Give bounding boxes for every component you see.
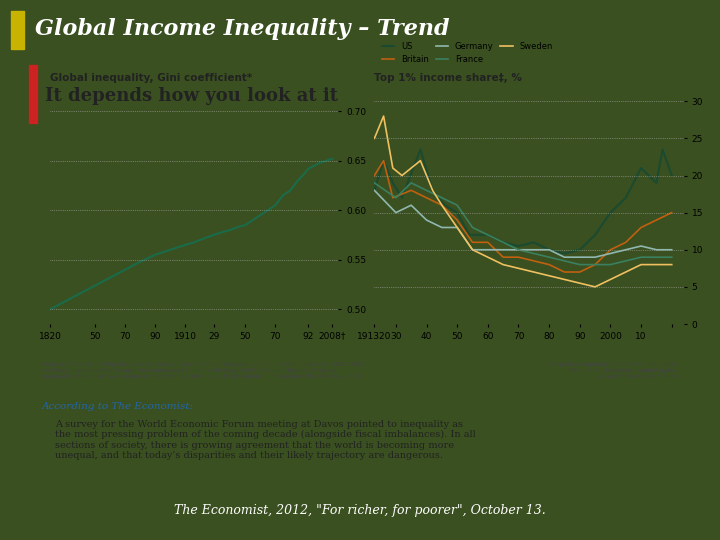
Britain — [392, 193, 400, 200]
Sweden — [379, 113, 388, 119]
Text: Global Income Inequality – Trend: Global Income Inequality – Trend — [35, 18, 449, 40]
Germany — [557, 252, 566, 259]
US — [514, 243, 523, 249]
Britain — [370, 172, 379, 179]
Sweden — [514, 265, 523, 272]
US — [395, 190, 403, 196]
Bar — [11, 11, 24, 49]
Text: It depends how you look at it: It depends how you look at it — [45, 86, 338, 105]
Legend: US, Britain, Germany, France, Sweden: US, Britain, Germany, France, Sweden — [379, 38, 556, 67]
France — [575, 261, 584, 268]
Germany — [395, 208, 403, 214]
Germany — [560, 254, 569, 260]
Line: Britain: Britain — [374, 160, 672, 272]
Britain — [539, 260, 547, 266]
France — [557, 257, 566, 264]
Sweden — [539, 271, 547, 278]
Bar — [29, 65, 37, 123]
Line: Sweden: Sweden — [374, 116, 672, 287]
Sweden — [392, 167, 400, 174]
France — [389, 192, 397, 199]
Britain — [560, 269, 569, 275]
Germany — [511, 246, 520, 253]
Text: Top 1% income share‡, %: Top 1% income share‡, % — [374, 73, 522, 83]
France — [536, 252, 544, 258]
Germany — [536, 246, 544, 253]
US — [416, 146, 425, 153]
US — [539, 244, 547, 250]
Britain — [379, 157, 388, 164]
Line: US: US — [374, 150, 672, 253]
Sweden — [397, 172, 406, 179]
Germany — [600, 252, 608, 258]
US — [389, 180, 397, 186]
Britain — [514, 254, 523, 260]
Text: Sources: The World Top Incomes Database; World Bank; "Inequality among World Cit: Sources: The World Top Incomes Database;… — [42, 362, 368, 379]
Text: *0=perfect equality, 1=perfect inequality
†Estimate   ‡Includes capital gains,
e: *0=perfect equality, 1=perfect inequalit… — [546, 362, 678, 379]
Text: The Economist, 2012, "For richer, for poorer", October 13.: The Economist, 2012, "For richer, for po… — [174, 504, 546, 517]
Germany — [389, 206, 397, 213]
US — [603, 214, 612, 220]
France — [511, 245, 520, 252]
US — [563, 249, 572, 256]
Text: According to The Economist:: According to The Economist: — [42, 402, 194, 410]
Germany — [370, 187, 379, 194]
Text: Global inequality, Gini coefficient*: Global inequality, Gini coefficient* — [50, 73, 253, 83]
Line: Germany: Germany — [374, 191, 672, 257]
Sweden — [667, 261, 676, 268]
Sweden — [591, 284, 600, 290]
France — [395, 192, 403, 198]
Text: A survey for the World Economic Forum meeting at Davos pointed to inequality as
: A survey for the World Economic Forum me… — [55, 420, 476, 460]
France — [370, 180, 379, 186]
Sweden — [603, 278, 612, 284]
Britain — [603, 249, 612, 256]
US — [667, 172, 676, 179]
France — [667, 254, 676, 260]
US — [560, 250, 569, 256]
Line: France: France — [374, 183, 672, 265]
Britain — [397, 191, 406, 197]
Britain — [667, 210, 676, 216]
US — [370, 187, 379, 194]
France — [600, 261, 608, 268]
Britain — [563, 269, 572, 275]
Germany — [667, 246, 676, 253]
Sweden — [370, 135, 379, 141]
Sweden — [560, 276, 569, 283]
